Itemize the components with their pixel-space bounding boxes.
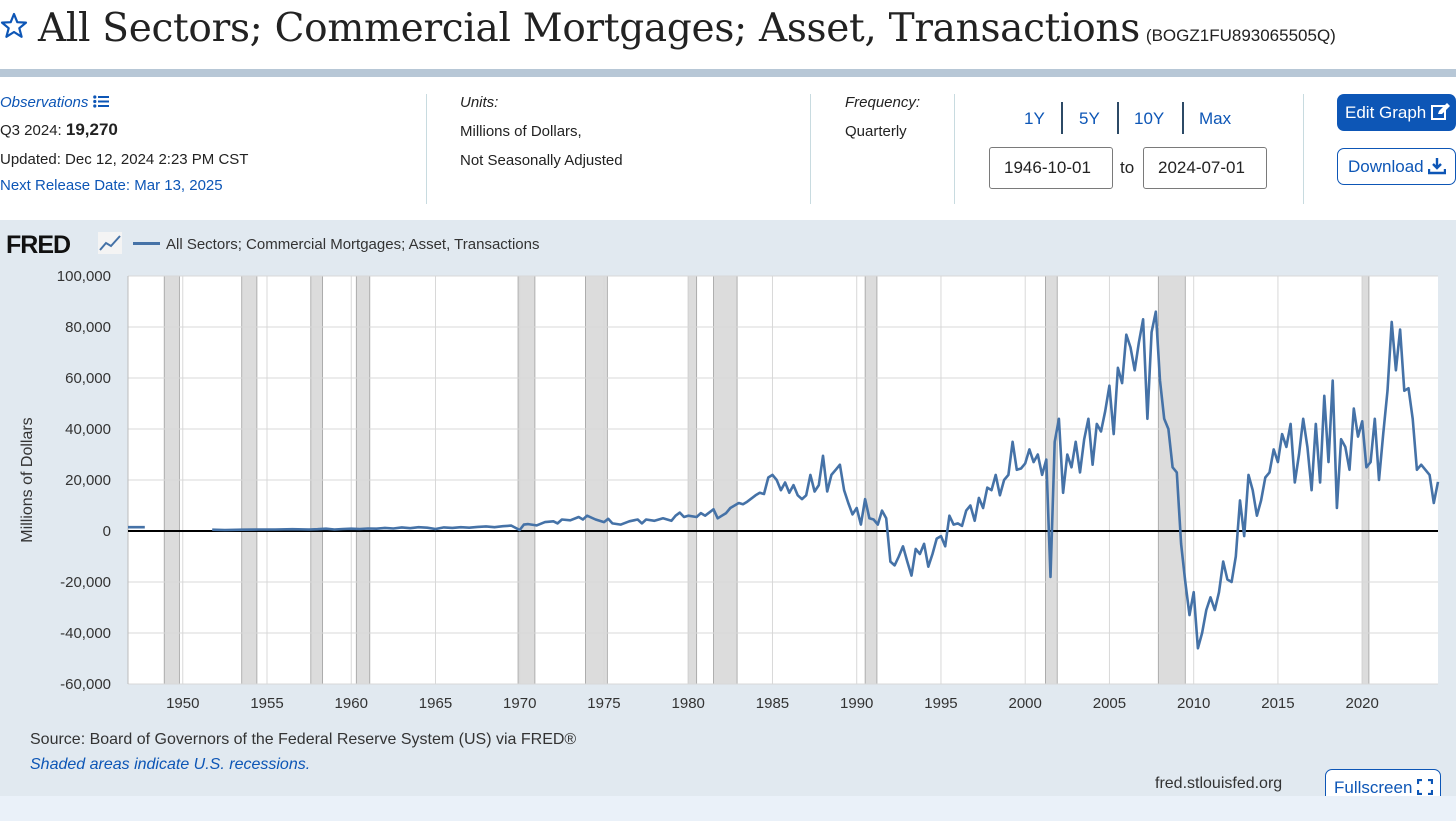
x-tick-label: 1975	[587, 695, 620, 712]
x-tick-label: 1965	[419, 695, 452, 712]
end-date-input[interactable]: 2024-07-01	[1143, 147, 1267, 189]
units-line1: Millions of Dollars,	[460, 123, 582, 140]
star-icon[interactable]	[0, 12, 28, 40]
y-tick-label: 100,000	[57, 268, 111, 285]
range-10y-button[interactable]: 10Y	[1134, 109, 1165, 128]
range-separator	[1182, 102, 1184, 134]
next-release-link[interactable]: Next Release Date: Mar 13, 2025	[0, 177, 223, 194]
x-tick-label: 2015	[1261, 695, 1294, 712]
observations-panel: Observations Q3 2024: 19,270 Updated: De…	[0, 80, 420, 220]
observations-label[interactable]: Observations	[0, 94, 89, 111]
series-id: (BOGZ1FU893065505Q)	[1145, 26, 1336, 45]
y-tick-label: -20,000	[60, 574, 111, 591]
units-line2: Not Seasonally Adjusted	[460, 152, 623, 169]
download-button[interactable]: Download	[1337, 148, 1456, 185]
fullscreen-label: Fullscreen	[1334, 778, 1413, 797]
edit-icon	[1431, 103, 1450, 120]
range-1y-button[interactable]: 1Y	[1024, 109, 1045, 128]
x-tick-label: 2000	[1009, 695, 1042, 712]
x-tick-label: 1970	[503, 695, 536, 712]
fred-logo-line	[99, 235, 121, 251]
page-title: All Sectors; Commercial Mortgages; Asset…	[38, 6, 1336, 51]
x-tick-label: 1950	[166, 695, 199, 712]
frequency-panel: Frequency: Quarterly	[845, 80, 945, 220]
range-separator	[1061, 102, 1063, 134]
fred-logo: FRED	[6, 231, 122, 259]
separator	[426, 94, 427, 204]
y-tick-label: 20,000	[65, 472, 111, 489]
x-tick-label: 1960	[335, 695, 368, 712]
edit-graph-label: Edit Graph	[1345, 103, 1427, 122]
x-tick-label: 1980	[672, 695, 705, 712]
list-icon[interactable]	[92, 95, 109, 108]
y-tick-label: 80,000	[65, 319, 111, 336]
fred-url[interactable]: fred.stlouisfed.org	[1155, 775, 1283, 792]
fullscreen-icon	[1417, 778, 1434, 796]
observation-value: 19,270	[65, 120, 118, 139]
y-tick-label: -60,000	[60, 676, 111, 693]
x-tick-label: 2010	[1177, 695, 1210, 712]
bottom-strip	[0, 796, 1456, 821]
x-tick-label: 1990	[840, 695, 873, 712]
latest-observation: Q3 2024: 19,270	[0, 120, 118, 140]
observation-period: Q3 2024:	[0, 122, 62, 139]
range-5y-button[interactable]: 5Y	[1079, 109, 1100, 128]
x-tick-label: 2020	[1345, 695, 1378, 712]
separator	[1303, 94, 1304, 204]
y-tick-label: 60,000	[65, 370, 111, 387]
updated-date: Updated: Dec 12, 2024 2:23 PM CST	[0, 151, 249, 168]
y-tick-label: 0	[103, 523, 111, 540]
separator	[810, 94, 811, 204]
title-divider	[0, 69, 1456, 77]
series-line	[212, 310, 1440, 650]
y-tick-label: 40,000	[65, 421, 111, 438]
fred-logo-text: FRED	[6, 231, 70, 259]
separator	[954, 94, 955, 204]
title-row: All Sectors; Commercial Mortgages; Asset…	[0, 0, 1456, 70]
range-max-button[interactable]: Max	[1199, 109, 1232, 128]
range-separator	[1117, 102, 1119, 134]
observations-link[interactable]: Observations	[0, 94, 109, 111]
x-tick-label: 1955	[250, 695, 283, 712]
fred-logo-box	[98, 232, 122, 254]
edit-graph-button[interactable]: Edit Graph	[1337, 94, 1456, 131]
x-tick-label: 1985	[756, 695, 789, 712]
source-note: Source: Board of Governors of the Federa…	[30, 731, 577, 748]
recession-note: Shaded areas indicate U.S. recessions.	[30, 756, 311, 773]
x-tick-label: 1995	[924, 695, 957, 712]
download-icon	[1428, 158, 1447, 175]
download-label: Download	[1348, 157, 1424, 176]
series-title: All Sectors; Commercial Mortgages; Asset…	[38, 6, 1140, 51]
units-panel: Units: Millions of Dollars, Not Seasonal…	[460, 80, 800, 220]
frequency-label: Frequency:	[845, 94, 921, 111]
frequency-value: Quarterly	[845, 123, 907, 140]
x-tick-label: 2005	[1093, 695, 1126, 712]
y-axis-label: Millions of Dollars	[19, 417, 36, 542]
legend-label: All Sectors; Commercial Mortgages; Asset…	[166, 236, 539, 253]
units-label: Units:	[460, 94, 499, 111]
start-date-input[interactable]: 1946-10-01	[989, 147, 1113, 189]
to-label: to	[1120, 158, 1135, 177]
y-tick-label: -40,000	[60, 625, 111, 642]
